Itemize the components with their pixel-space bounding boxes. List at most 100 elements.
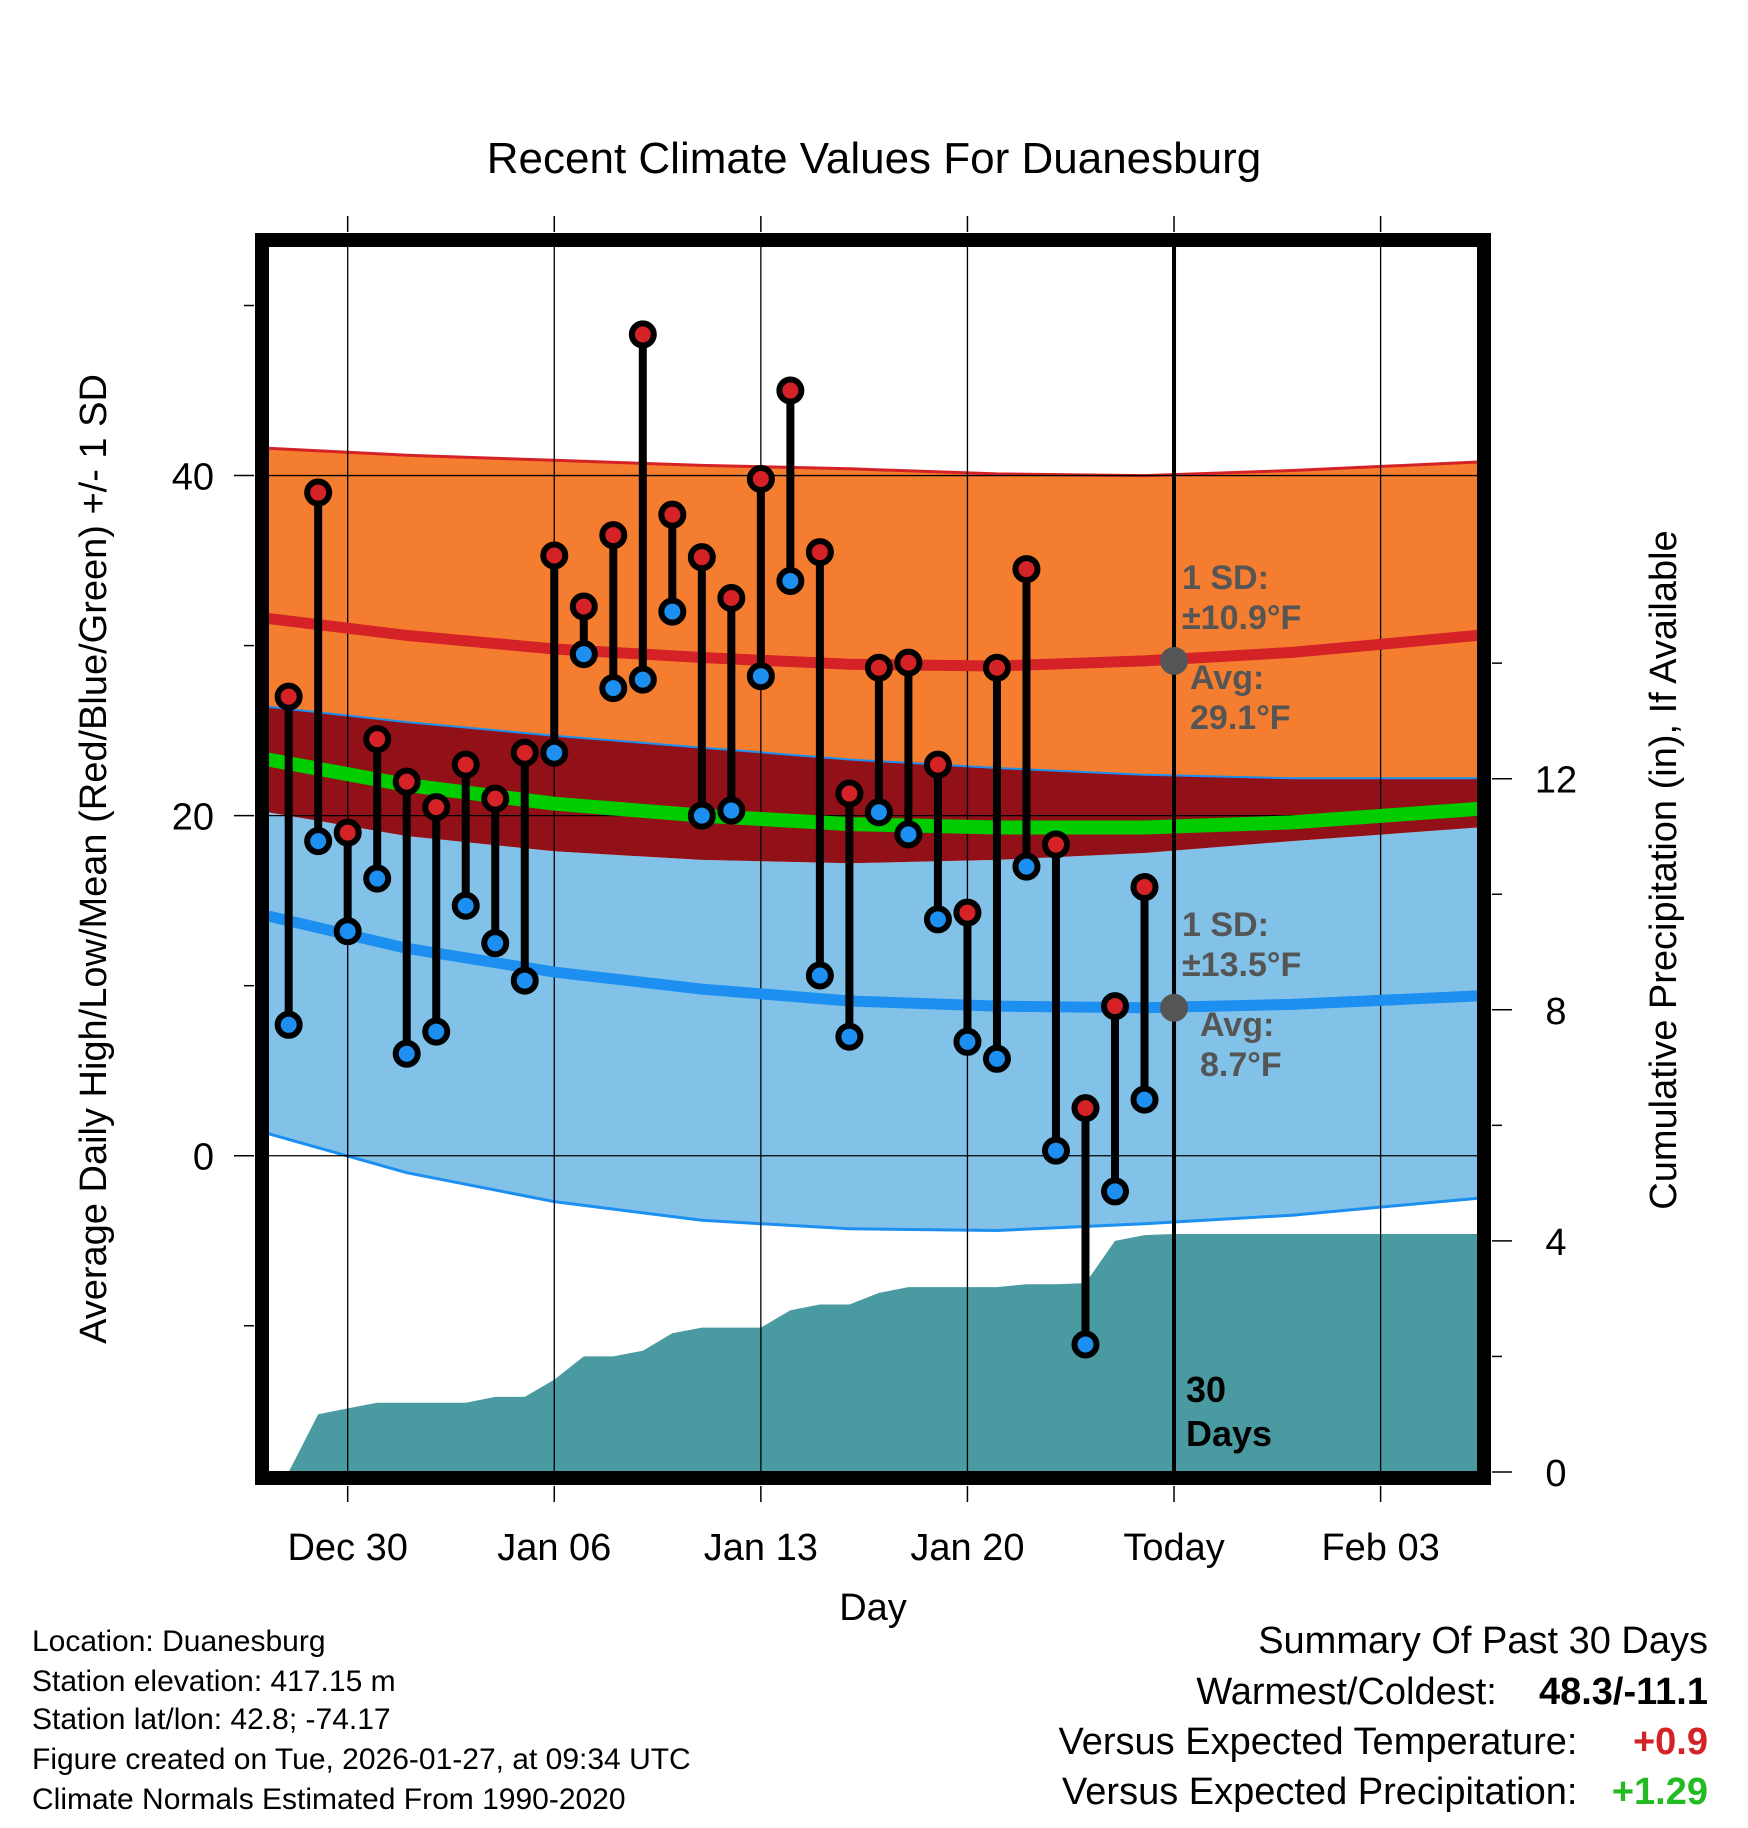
low-dot-16 <box>717 796 746 825</box>
low-dot-17 <box>746 662 775 691</box>
high-dot-18 <box>776 376 805 405</box>
high-dot-19 <box>805 538 834 567</box>
y-axis-label: Average Daily High/Low/Mean (Red/Blue/Gr… <box>73 374 115 1344</box>
summary-warm-cold: Warmest/Coldest: 48.3/-11.1 <box>1196 1671 1708 1714</box>
temp-label: Versus Expected Temperature: <box>1058 1721 1578 1763</box>
created-text: Figure created on Tue, 2026-01-27, at 09… <box>32 1743 691 1776</box>
high-dot-13 <box>628 320 657 349</box>
precip-area <box>268 1234 1478 1472</box>
temp-value: +0.9 <box>1632 1721 1708 1763</box>
summary-title: Summary Of Past 30 Days <box>1258 1620 1708 1662</box>
high-dot-30 <box>1130 873 1159 902</box>
high-dot-14 <box>658 500 687 529</box>
low-dot-2 <box>304 827 333 856</box>
high-lower-edge <box>268 705 1478 780</box>
high-dot-17 <box>746 464 775 493</box>
latlon-text: Station lat/lon: 42.8; -74.17 <box>32 1703 391 1736</box>
low-dot-6 <box>422 1017 451 1046</box>
high-dot-6 <box>422 793 451 822</box>
high-dot-22 <box>894 648 923 677</box>
high-dot-26 <box>1012 555 1041 584</box>
low-dot-15 <box>687 801 716 830</box>
today-days-label-0: 30 <box>1186 1369 1226 1410</box>
x-tick-label-3: Jan 20 <box>910 1527 1024 1569</box>
y2-tick-label-1: 4 <box>1545 1222 1566 1264</box>
y2-axis-label: Cumulative Precipitation (in), If Availa… <box>1643 530 1685 1209</box>
low-dot-28 <box>1071 1330 1100 1359</box>
y2-tick-label-2: 8 <box>1545 991 1566 1033</box>
summary-precip: Versus Expected Precipitation: +1.29 <box>1062 1771 1708 1814</box>
x-tick-label-5: Feb 03 <box>1321 1527 1439 1569</box>
location-text: Location: Duanesburg <box>32 1625 326 1658</box>
low-dot-14 <box>658 597 687 626</box>
high-dot-20 <box>835 779 864 808</box>
low-dot-12 <box>599 674 628 703</box>
summary-temp: Versus Expected Temperature: +0.9 <box>1059 1721 1708 1764</box>
high-dot-7 <box>451 750 480 779</box>
low-avg-label-0: Avg: <box>1200 1006 1274 1044</box>
high-upper-edge <box>268 446 1478 478</box>
low-dot-27 <box>1041 1136 1070 1165</box>
high-today-avg-dot <box>1160 646 1189 675</box>
precip-value: +1.29 <box>1611 1771 1708 1813</box>
low-dot-7 <box>451 891 480 920</box>
low-dot-29 <box>1101 1177 1129 1206</box>
high-dot-9 <box>510 738 539 767</box>
high-dot-16 <box>717 583 746 612</box>
low-dot-26 <box>1012 852 1041 881</box>
normals-text: Climate Normals Estimated From 1990-2020 <box>32 1783 626 1816</box>
y-tick-label-1: 20 <box>172 797 214 839</box>
high-avg-line <box>268 612 1478 672</box>
low-dot-3 <box>333 917 362 946</box>
high-dot-12 <box>599 521 628 550</box>
low-dot-5 <box>392 1039 421 1068</box>
low-dot-1 <box>274 1010 303 1039</box>
plot-frame <box>255 233 1491 1485</box>
low-dot-19 <box>805 961 834 990</box>
y-tick-label-2: 40 <box>172 457 214 499</box>
high-dot-28 <box>1071 1094 1100 1123</box>
low-sd-label-1: ±13.5°F <box>1182 946 1301 984</box>
warm-cold-value: 48.3/-11.1 <box>1538 1671 1708 1713</box>
high-dot-2 <box>304 478 333 507</box>
y2-tick-label-0: 0 <box>1545 1453 1566 1495</box>
low-dot-13 <box>628 665 657 694</box>
high-dot-23 <box>923 750 952 779</box>
low-dot-25 <box>982 1044 1011 1073</box>
today-days-label-1: Days <box>1186 1413 1272 1454</box>
high-dot-25 <box>982 653 1011 682</box>
high-avg-label-1: 29.1°F <box>1190 699 1291 737</box>
chart-title: Recent Climate Values For Duanesburg <box>487 134 1261 183</box>
low-lower-edge <box>268 1132 1478 1233</box>
low-dot-20 <box>835 1022 864 1051</box>
low-dot-10 <box>540 738 569 767</box>
low-dot-23 <box>923 905 952 934</box>
high-sd-label-1: ±10.9°F <box>1182 599 1301 637</box>
high-dot-24 <box>953 898 982 927</box>
low-dot-30 <box>1130 1085 1159 1114</box>
high-dot-5 <box>392 767 421 796</box>
low-avg-label-1: 8.7°F <box>1200 1046 1282 1084</box>
x-tick-label-0: Dec 30 <box>287 1527 407 1569</box>
high-dot-27 <box>1041 830 1070 859</box>
x-axis-label: Day <box>839 1587 907 1629</box>
y2-tick-label-3: 12 <box>1535 760 1577 802</box>
low-dot-8 <box>481 929 510 958</box>
low-dot-11 <box>569 640 598 669</box>
x-tick-label-1: Jan 06 <box>497 1527 611 1569</box>
high-dot-21 <box>864 653 893 682</box>
precip-label: Versus Expected Precipitation: <box>1062 1771 1578 1813</box>
elevation-text: Station elevation: 417.15 m <box>32 1665 396 1698</box>
low-today-avg-dot <box>1160 993 1189 1022</box>
high-dot-11 <box>569 592 598 621</box>
high-dot-8 <box>481 784 510 813</box>
low-sd-band <box>268 812 1478 1231</box>
low-sd-label-0: 1 SD: <box>1182 906 1269 944</box>
x-tick-label-4: Today <box>1123 1527 1224 1569</box>
high-avg-label-0: Avg: <box>1190 659 1264 697</box>
high-dot-15 <box>687 543 716 572</box>
high-dot-1 <box>274 682 303 711</box>
low-dot-24 <box>953 1027 982 1056</box>
